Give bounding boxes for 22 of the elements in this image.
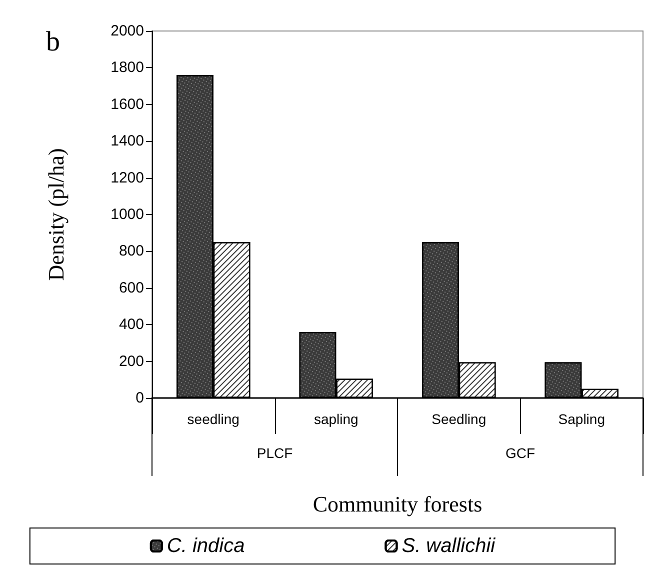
y-tick-label: 200: [118, 352, 144, 370]
legend-label: S. wallichii: [402, 535, 496, 557]
text: PLCF: [256, 445, 293, 461]
text: GCF: [505, 445, 536, 461]
y-tick-label: 0: [136, 390, 144, 406]
y-tick-label: 1800: [110, 59, 144, 76]
x-tick-label: sapling: [314, 411, 358, 427]
y-tick-label: 800: [118, 242, 144, 260]
y-tick-label: 1200: [110, 169, 144, 186]
text: b: [46, 26, 60, 58]
x-tick-label: seedling: [187, 411, 240, 427]
legend-label: C. indica: [166, 535, 245, 557]
x-tick-label: Seedling: [432, 411, 486, 427]
y-tick-label: 1400: [110, 132, 144, 150]
y-tick-label: 2000: [110, 22, 144, 40]
x-tick-label: Sapling: [558, 411, 605, 427]
x-axis-title: Community forests: [312, 492, 482, 516]
y-tick-label: 1000: [110, 206, 144, 223]
y-tick-label: 600: [118, 279, 144, 296]
y-tick-label: 400: [118, 316, 144, 334]
y-tick-label: 1600: [110, 96, 144, 113]
y-axis-title: Density (pl/ha): [44, 148, 68, 281]
